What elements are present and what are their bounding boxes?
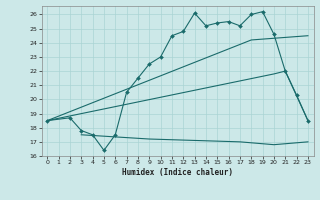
X-axis label: Humidex (Indice chaleur): Humidex (Indice chaleur): [122, 168, 233, 177]
